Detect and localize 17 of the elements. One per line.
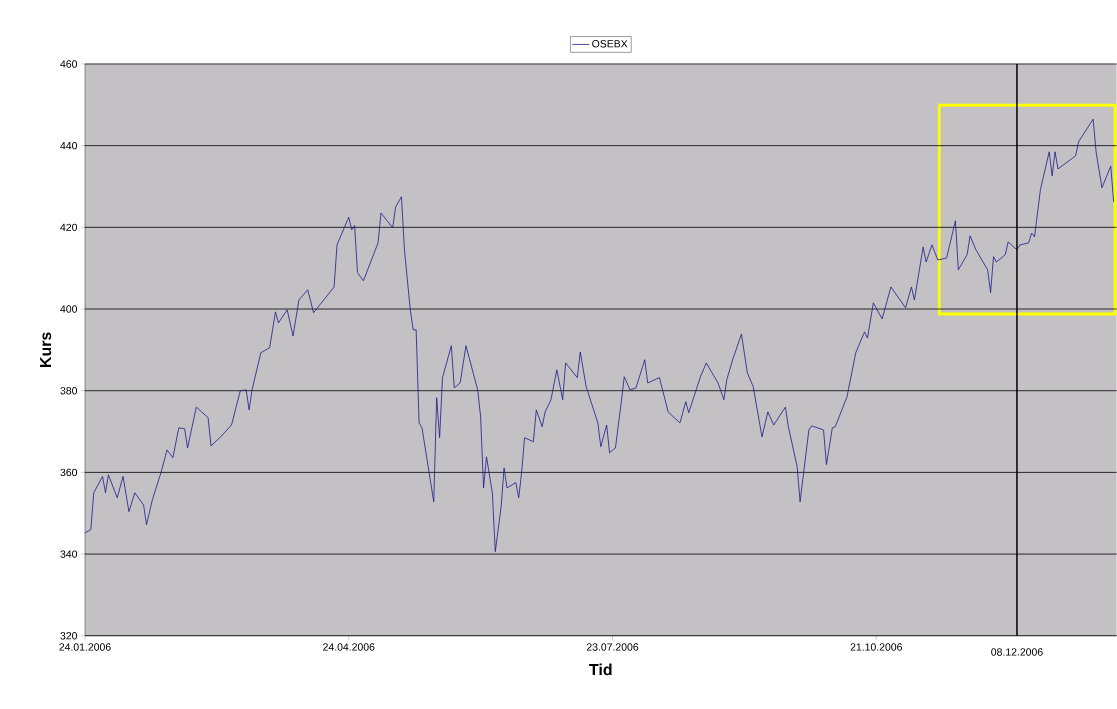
x-axis-title: Tid [589, 663, 612, 676]
x-tick-label: 21.10.2006 [850, 643, 902, 651]
y-tick-label: 420 [60, 223, 78, 232]
y-tick-label: 380 [60, 387, 78, 395]
y-tick-label: 320 [60, 632, 78, 640]
x-tick-label: 23.07.2006 [586, 643, 639, 651]
y-tick-label: 460 [60, 60, 78, 68]
y-tick-label: 340 [60, 550, 78, 558]
legend-label: OSEBX [592, 40, 628, 48]
x-tick-label: 24.04.2006 [323, 643, 375, 651]
ref-line-label: 08.12.2006 [991, 648, 1043, 656]
y-axis-title: Kurs [40, 332, 52, 368]
x-tick-label: 24.01.2006 [59, 643, 111, 651]
y-tick-label: 400 [60, 305, 78, 313]
line-series [84, 118, 1115, 553]
y-tick-label: 360 [60, 468, 78, 477]
y-tick-label: 440 [60, 142, 78, 150]
